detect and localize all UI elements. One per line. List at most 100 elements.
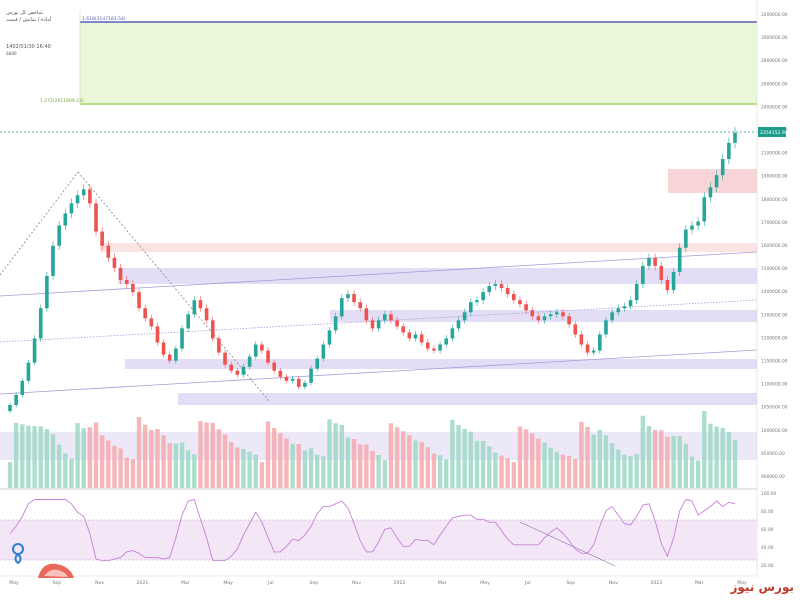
candle-body [684,229,688,248]
candle-body [382,314,387,321]
volume-bar [136,417,142,488]
candle-body [88,189,92,204]
volume-bar [290,443,295,488]
resistance-zone-pink [100,243,757,252]
candle-body [167,354,172,361]
pattern-line-right [77,171,271,403]
volume-bar [192,454,197,488]
volume-bar [437,455,443,488]
candle-body [266,350,270,363]
volume-bar [732,439,738,488]
candle-body [124,279,129,285]
price-tick-label: 1050000.00 [761,405,788,411]
volume-bar [628,456,633,488]
volume-bar [370,451,375,488]
candle-body [524,304,528,311]
volume-bar [548,447,553,488]
volume-bar [493,452,498,488]
volume-bar [308,448,314,488]
candle-body [733,132,737,143]
volume-bar [714,426,719,488]
candle-body [505,288,510,295]
candle-body [118,267,123,280]
volume-bar [38,426,43,488]
candle-body [610,312,614,321]
candle-body [628,300,633,307]
volume-bar [179,442,185,488]
volume-bar [616,449,621,488]
candle-body [229,364,233,371]
candle-body [143,308,147,319]
candle-body [204,308,209,321]
candle-body [75,195,80,204]
candle-body [671,271,676,291]
volume-bar [333,423,338,488]
candle-body [690,225,694,230]
volume-bar [597,430,603,488]
candle-body [333,316,338,331]
time-tick-label: Sep [566,580,575,586]
candle-body [186,314,190,329]
volume-bar [726,432,732,488]
volume-bar [456,425,461,488]
price-tick-label: 1400000.00 [761,289,788,295]
price-tick-label: 1600000.00 [761,243,788,249]
pattern-line-left [0,171,79,276]
candle-body [702,197,707,222]
volume-bar [149,430,154,488]
volume-bar [382,460,387,488]
candle-body [407,332,412,339]
volume-bar [87,427,93,488]
rsi-tick-label: 40.00 [761,545,774,551]
candle-body [198,300,203,309]
candle-body [352,294,356,303]
rsi-tick-label: 80.00 [761,509,774,515]
candle-body [81,189,86,196]
candle-body [155,326,160,343]
volume-bar [167,443,172,488]
volume-bar [419,442,424,488]
volume-bar [609,443,615,488]
volume-bar [394,427,400,488]
candle-body [210,320,215,339]
rsi-tick-label: 20.00 [761,563,774,569]
volume-bar [431,453,437,488]
volume-bar [530,433,535,488]
volume-bar [253,454,258,488]
price-tick-label: 1300000.00 [761,312,788,318]
volume-bar [271,428,277,488]
volume-bar [659,430,664,488]
candle-body [38,308,43,339]
candle-body [45,275,49,309]
volume-bar [536,438,541,488]
volume-bar [50,434,56,488]
candle-body [389,314,393,321]
volume-bar [130,459,136,488]
candle-body [20,380,25,395]
volume-bar [505,458,510,488]
candle-body [456,320,461,329]
time-tick-label: Nov [95,580,104,586]
volume-bar [425,447,430,488]
rsi-tick-label: 60.00 [761,527,774,533]
price-tick-label: 3200000.00 [761,12,788,18]
candle-body [358,302,363,309]
candle-body [100,231,104,246]
volume-bar [634,454,639,488]
candle-body [622,306,627,309]
price-tick-label: 2800000.00 [761,58,788,64]
candle-body [512,294,516,301]
zone-purple-4 [178,393,757,405]
volume-bar [327,419,332,488]
volume-bar [118,448,123,488]
time-tick-label: Mar [181,580,190,586]
volume-bar [554,451,560,488]
volume-bar [75,423,80,488]
trend-channel-top [0,251,758,297]
time-tick-label: Jul [524,580,531,586]
candle-body [290,378,295,381]
candle-body [518,300,522,305]
volume-bar [407,435,412,488]
candle-body [604,320,608,335]
